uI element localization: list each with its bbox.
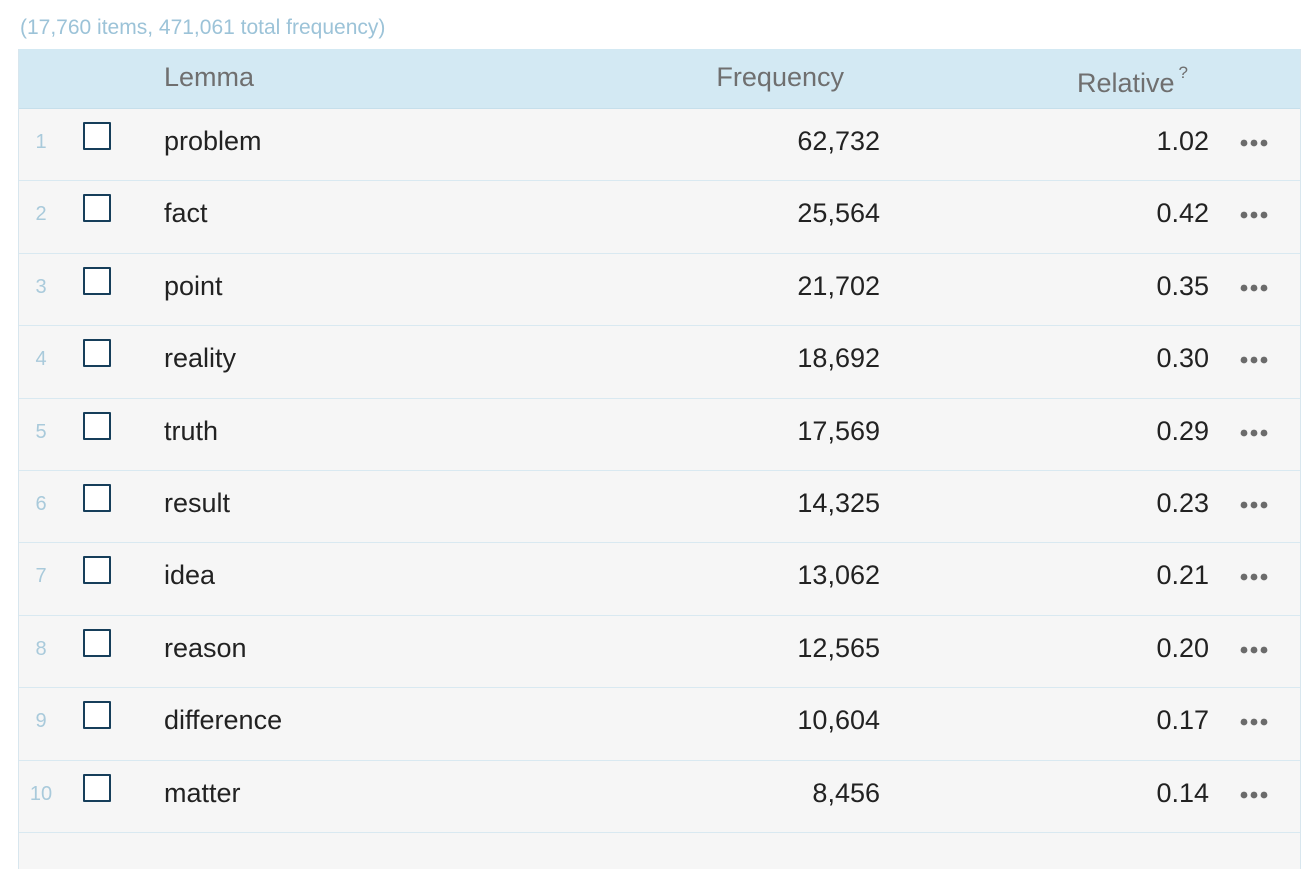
row-lemma[interactable]: truth — [164, 415, 219, 446]
row-lemma[interactable]: fact — [164, 198, 208, 229]
row-rank: 1 — [35, 131, 47, 153]
row-rank: 6 — [35, 492, 47, 515]
row-select-checkbox[interactable] — [83, 773, 111, 802]
row-lemma[interactable]: problem — [164, 126, 262, 156]
row-frequency: 21,702 — [797, 270, 880, 301]
row-select-checkbox[interactable] — [83, 701, 111, 730]
row-relative: 0.17 — [1156, 705, 1209, 736]
column-header-relative[interactable]: Relative? — [1077, 49, 1188, 111]
row-rank: 9 — [35, 710, 47, 733]
more-options-icon[interactable] — [1238, 781, 1272, 809]
row-rank: 8 — [35, 637, 47, 660]
row-relative: 1.02 — [1156, 126, 1209, 156]
row-frequency: 14,325 — [797, 487, 880, 518]
row-select-checkbox[interactable] — [83, 628, 111, 657]
row-rank: 2 — [35, 203, 47, 226]
row-frequency: 25,564 — [797, 198, 880, 229]
more-options-icon[interactable] — [1238, 636, 1272, 664]
more-options-icon[interactable] — [1238, 129, 1272, 157]
table-row: 2 fact 25,564 0.42 — [19, 181, 1300, 254]
row-relative: 0.14 — [1156, 777, 1209, 808]
relative-help-icon[interactable]: ? — [1178, 63, 1188, 82]
table-row: 7 idea 13,062 0.21 — [19, 543, 1300, 616]
table-row: 4 reality 18,692 0.30 — [19, 326, 1300, 399]
row-lemma[interactable]: point — [164, 270, 223, 301]
row-rank: 10 — [29, 782, 53, 805]
row-lemma[interactable]: idea — [164, 560, 216, 591]
row-rank: 3 — [35, 275, 47, 298]
row-lemma[interactable]: matter — [164, 777, 241, 808]
more-options-icon[interactable] — [1238, 563, 1272, 591]
table-body: 1 problem 62,732 1.02 2 fact 25,564 0.42… — [19, 109, 1300, 833]
row-relative: 0.21 — [1156, 560, 1209, 591]
column-header-relative-label: Relative — [1076, 68, 1175, 98]
row-relative: 0.35 — [1156, 270, 1209, 301]
row-rank: 4 — [35, 348, 47, 371]
row-lemma[interactable]: reality — [164, 343, 237, 374]
row-rank: 5 — [35, 420, 47, 443]
table-row: 9 difference 10,604 0.17 — [19, 688, 1300, 761]
row-relative: 0.42 — [1156, 198, 1209, 229]
table-row: 6 result 14,325 0.23 — [19, 471, 1300, 544]
table-row: 5 truth 17,569 0.29 — [19, 399, 1300, 471]
row-lemma[interactable]: difference — [164, 705, 283, 736]
row-frequency: 8,456 — [812, 777, 880, 808]
row-lemma[interactable]: reason — [164, 632, 247, 663]
results-table: Lemma Frequency Relative? 1 problem 62,7… — [18, 49, 1301, 869]
row-frequency: 12,565 — [797, 632, 880, 663]
row-rank: 7 — [35, 565, 47, 588]
column-header-frequency[interactable]: Frequency — [716, 62, 844, 92]
row-frequency: 18,692 — [797, 343, 880, 374]
table-row: 8 reason 12,565 0.20 — [19, 616, 1300, 689]
table-row: 10 matter 8,456 0.14 — [19, 761, 1300, 833]
row-select-checkbox[interactable] — [83, 483, 111, 512]
row-frequency: 17,569 — [797, 415, 880, 446]
table-row: 3 point 21,702 0.35 — [19, 254, 1300, 327]
more-options-icon[interactable] — [1238, 419, 1272, 447]
more-options-icon[interactable] — [1238, 708, 1272, 736]
row-relative: 0.23 — [1156, 487, 1209, 518]
more-options-icon[interactable] — [1238, 491, 1272, 519]
row-select-checkbox[interactable] — [83, 266, 111, 295]
more-options-icon[interactable] — [1238, 201, 1272, 229]
row-lemma[interactable]: result — [164, 487, 231, 518]
more-options-icon[interactable] — [1238, 274, 1272, 302]
row-frequency: 10,604 — [797, 705, 880, 736]
row-select-checkbox[interactable] — [83, 411, 111, 440]
row-select-checkbox[interactable] — [83, 339, 111, 368]
row-select-checkbox[interactable] — [83, 122, 111, 150]
row-relative: 0.30 — [1156, 343, 1209, 374]
row-select-checkbox[interactable] — [83, 194, 111, 223]
row-frequency: 13,062 — [797, 560, 880, 591]
row-select-checkbox[interactable] — [83, 556, 111, 585]
results-summary: (17,760 items, 471,061 total frequency) — [20, 16, 386, 39]
table-row: 1 problem 62,732 1.02 — [19, 109, 1300, 182]
row-frequency: 62,732 — [797, 126, 880, 156]
row-relative: 0.29 — [1156, 415, 1209, 446]
more-options-icon[interactable] — [1238, 346, 1272, 374]
column-header-lemma[interactable]: Lemma — [164, 62, 255, 92]
row-relative: 0.20 — [1156, 632, 1209, 663]
table-header: Lemma Frequency Relative? — [19, 49, 1300, 109]
